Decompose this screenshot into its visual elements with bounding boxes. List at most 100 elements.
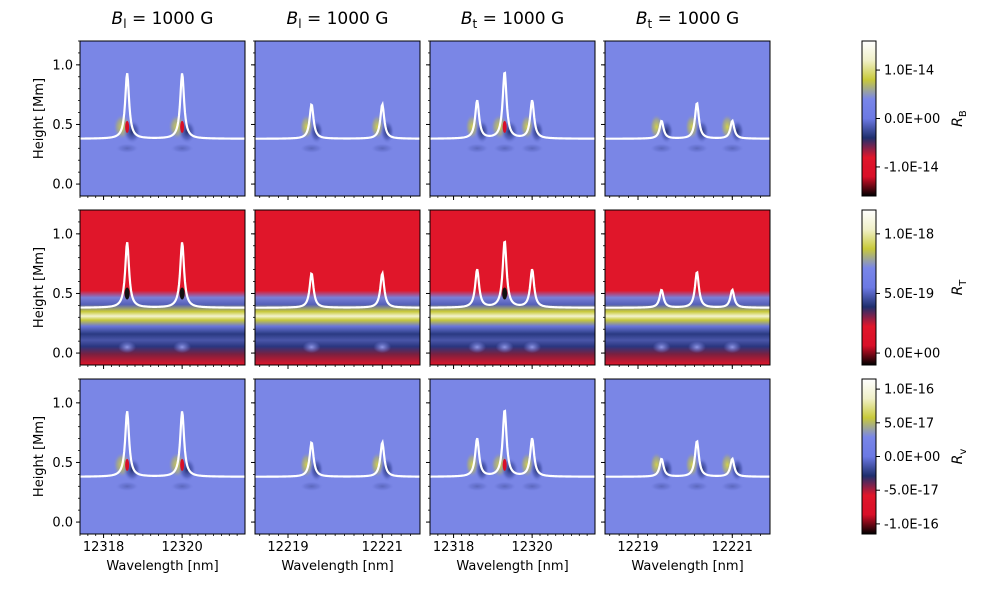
x-tick-label: 12221 bbox=[362, 540, 403, 555]
y-tick-label: 0.5 bbox=[52, 118, 73, 133]
panel-R_T-col3 bbox=[430, 210, 595, 365]
panel-R_T-col1 bbox=[80, 210, 245, 365]
response-tail bbox=[115, 481, 140, 492]
colorbar-tick-label: 1.0E-16 bbox=[884, 383, 934, 398]
response-core bbox=[125, 458, 130, 471]
response-tail bbox=[299, 143, 324, 154]
response-core bbox=[502, 287, 508, 300]
heatmap-background bbox=[255, 41, 420, 196]
x-tick-label: 12219 bbox=[617, 540, 658, 555]
colorbar-label: RT bbox=[950, 279, 969, 296]
colorbars-layer: 1.0E-14 0.0E+00 -1.0E-14 RB 1.0E-18 5.0E-19 0.… bbox=[861, 40, 969, 535]
y-tick-label: 1.0 bbox=[52, 58, 73, 73]
panel-frame bbox=[254, 209, 421, 366]
response-tail bbox=[720, 143, 745, 154]
colorbar-label: RB bbox=[950, 110, 969, 127]
response-feature bbox=[173, 341, 192, 354]
intensity-profile bbox=[255, 438, 420, 478]
colorbar-R_B bbox=[861, 40, 877, 197]
x-axis-label: Wavelength [nm] bbox=[281, 559, 393, 574]
panel-frame bbox=[254, 40, 421, 197]
x-tick-label: 12221 bbox=[712, 540, 753, 555]
heatmap-background bbox=[80, 379, 245, 534]
intensity-profile bbox=[605, 101, 770, 140]
x-tick-label: 12318 bbox=[83, 540, 124, 555]
response-tail bbox=[465, 143, 490, 154]
y-axis-label: Height [Mm] bbox=[32, 416, 47, 497]
response-tail bbox=[649, 481, 674, 492]
panel-frame bbox=[429, 378, 596, 535]
response-tail bbox=[170, 481, 195, 492]
intensity-profile bbox=[430, 240, 595, 309]
intensity-profile bbox=[255, 269, 420, 309]
y-axis-label: Height [Mm] bbox=[32, 247, 47, 328]
column-title: Bt = 1000 G bbox=[461, 9, 564, 31]
column-title: Bt = 1000 G bbox=[636, 9, 739, 31]
panel-R_v-col2 bbox=[255, 379, 420, 534]
intensity-profile bbox=[80, 73, 245, 140]
response-feature bbox=[652, 341, 671, 354]
response-feature bbox=[687, 341, 706, 354]
response-core bbox=[125, 120, 130, 133]
response-core bbox=[124, 287, 130, 300]
response-feature bbox=[118, 341, 137, 354]
colorbar-tick-label: -1.0E-16 bbox=[884, 517, 939, 532]
y-tick-label: 0.5 bbox=[52, 287, 73, 302]
x-axis-label: Wavelength [nm] bbox=[106, 559, 218, 574]
colorbar-tick-label: 0.0E+00 bbox=[884, 347, 940, 362]
response-core bbox=[502, 120, 507, 133]
labels-layer: 0.0 0.5 1.0 0.0 0.5 1.0 0.0 0.5 1.0 12318 12320 Bl … bbox=[32, 9, 761, 574]
colorbar-R_T bbox=[861, 209, 877, 366]
y-tick-label: 0.0 bbox=[52, 516, 73, 531]
colorbar-tick-label: 5.0E-19 bbox=[884, 287, 934, 302]
colorbar-tick-label: 1.0E-14 bbox=[884, 64, 934, 79]
response-feature bbox=[468, 341, 487, 354]
heatmap-background bbox=[255, 210, 420, 365]
response-tail bbox=[115, 143, 140, 154]
intensity-profile bbox=[430, 409, 595, 478]
heatmap-background bbox=[430, 210, 595, 365]
response-tail bbox=[492, 481, 517, 492]
panel-frame bbox=[429, 209, 596, 366]
colorbar-tick-label: 0.0E+00 bbox=[884, 450, 940, 465]
column-title: Bl = 1000 G bbox=[287, 9, 389, 31]
response-tail bbox=[170, 143, 195, 154]
response-tail bbox=[520, 143, 545, 154]
heatmap-background bbox=[430, 41, 595, 196]
panel-R_v-col1 bbox=[80, 379, 245, 534]
response-feature bbox=[373, 341, 392, 354]
response-tail bbox=[492, 143, 517, 154]
panel-frame bbox=[604, 378, 771, 535]
intensity-profile bbox=[605, 270, 770, 309]
heatmap-background bbox=[605, 210, 770, 365]
colorbar-R_v bbox=[861, 378, 877, 535]
panel-R_B-col3 bbox=[430, 41, 595, 196]
response-tail bbox=[370, 143, 395, 154]
response-core bbox=[502, 458, 507, 471]
panel-R_T-col4 bbox=[605, 210, 770, 365]
panel-frame bbox=[604, 209, 771, 366]
colorbar-tick-label: -5.0E-17 bbox=[884, 484, 939, 499]
response-tail bbox=[370, 481, 395, 492]
y-axis-label: Height [Mm] bbox=[32, 78, 47, 159]
y-tick-label: 1.0 bbox=[52, 396, 73, 411]
response-feature bbox=[495, 341, 514, 354]
x-axis-label: Wavelength [nm] bbox=[456, 559, 568, 574]
response-tail bbox=[649, 143, 674, 154]
panel-R_v-col4 bbox=[605, 379, 770, 534]
intensity-profile bbox=[80, 411, 245, 478]
colorbar-tick-label: 1.0E-18 bbox=[884, 227, 934, 242]
x-tick-label: 12219 bbox=[267, 540, 308, 555]
heatmap-background bbox=[255, 379, 420, 534]
intensity-profile bbox=[605, 439, 770, 478]
response-core bbox=[180, 458, 185, 471]
y-tick-label: 0.0 bbox=[52, 178, 73, 193]
x-tick-label: 12320 bbox=[161, 540, 202, 555]
y-tick-label: 0.5 bbox=[52, 456, 73, 471]
heatmap-background bbox=[430, 379, 595, 534]
panels-layer bbox=[79, 40, 771, 535]
panel-frame bbox=[79, 378, 246, 535]
panel-frame bbox=[604, 40, 771, 197]
y-tick-label: 0.0 bbox=[52, 347, 73, 362]
